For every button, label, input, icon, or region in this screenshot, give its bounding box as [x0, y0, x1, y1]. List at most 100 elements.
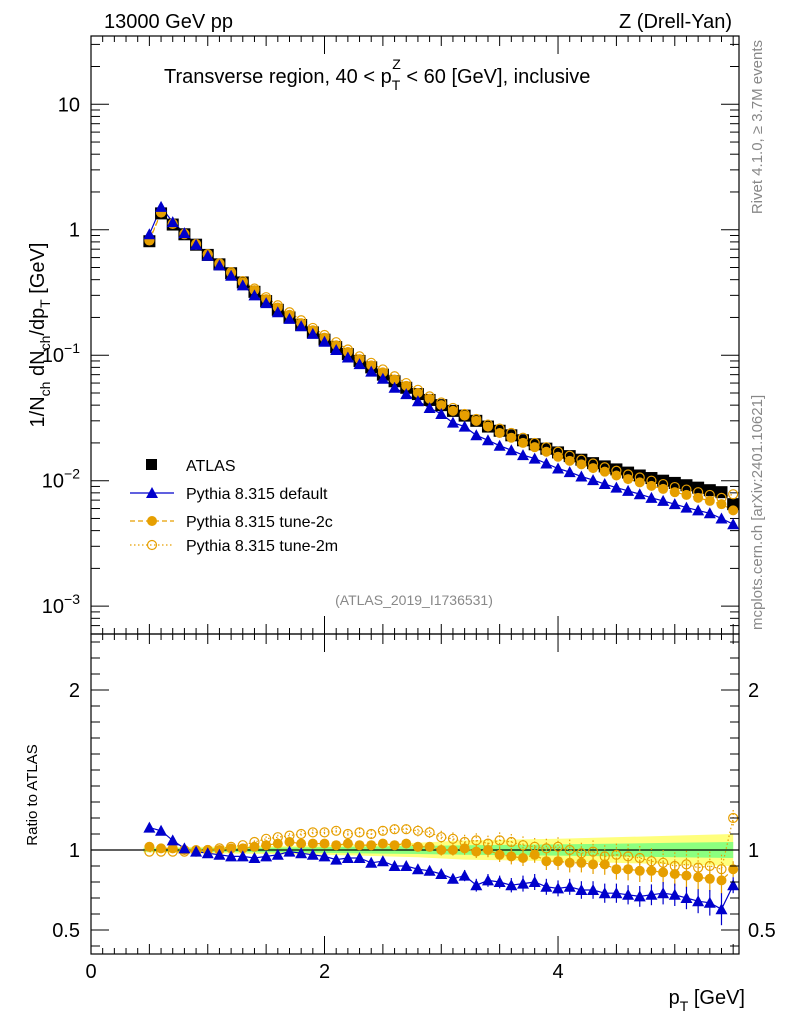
ratio-point-series-0	[540, 880, 553, 892]
ratio-point-series-2	[552, 841, 564, 852]
legend: ATLAS Pythia 8.315 default Pythia 8.315 …	[130, 458, 338, 555]
main-point-series-2	[541, 446, 552, 457]
ratio-point-series-1	[623, 864, 634, 875]
main-point-series-2	[518, 437, 528, 448]
main-point-series-1	[610, 481, 623, 493]
main-point-series-1	[505, 444, 518, 456]
legend-atlas-label: ATLAS	[186, 458, 236, 475]
plot-title: Transverse region, 40 < pTZ < 60 [GeV], …	[164, 56, 590, 93]
main-point-series-1	[657, 494, 670, 506]
main-point-series-1	[446, 416, 459, 428]
ratio-point-series-2	[296, 828, 307, 840]
ratio-point-series-1	[331, 840, 342, 851]
main-point-series-1	[458, 420, 471, 432]
main-point-series-1	[493, 439, 506, 451]
ratio-point-series-0	[178, 842, 191, 854]
ratio-point-series-1	[482, 845, 493, 855]
ratio-point-series-0	[622, 888, 635, 900]
ratio-point-series-1	[307, 838, 318, 849]
main-point-series-1	[680, 501, 693, 513]
ratio-point-series-1	[471, 846, 482, 857]
main-point-series-1	[330, 344, 343, 356]
main-point-series-2	[599, 466, 610, 477]
main-point-series-2	[646, 480, 657, 491]
collision-energy-label: 13000 GeV pp	[104, 11, 233, 33]
main-point-series-1	[353, 358, 366, 370]
ratio-point-series-0	[295, 847, 308, 859]
ratio-point-series-0	[458, 869, 471, 881]
main-point-series-1	[248, 289, 261, 301]
ratio-y-tick-label: 0.5	[52, 920, 80, 942]
main-point-series-1	[225, 269, 238, 281]
main-point-series-1	[645, 491, 658, 503]
ratio-point-series-1	[529, 849, 540, 860]
ratio-point-series-0	[341, 852, 354, 863]
main-point-series-1	[283, 312, 296, 324]
main-point-series-2	[412, 387, 423, 398]
main-y-tick-label: 10−2	[42, 466, 80, 493]
ratio-panel: 0.5 0.5 1 1 2 2 0 2 4 Ratio to ATLAS pT [GeV]	[24, 633, 776, 1014]
main-point-series-2	[553, 451, 564, 462]
ratio-point-series-0	[330, 853, 343, 865]
ratio-point-series-0	[517, 877, 529, 889]
ratio-data-layer	[143, 810, 740, 926]
main-point-series-2	[576, 459, 587, 470]
ratio-point-series-1	[658, 867, 669, 878]
ratio-point-series-0	[552, 882, 565, 894]
ratio-point-series-2	[366, 828, 377, 840]
ratio-y-tick-label-right: 0.5	[748, 920, 776, 942]
ratio-point-series-0	[283, 845, 296, 857]
ratio-point-series-1	[459, 843, 470, 854]
ratio-point-series-0	[225, 850, 238, 862]
ratio-point-series-1	[634, 865, 645, 876]
legend-tune2m-marker	[146, 539, 158, 551]
ratio-point-series-1	[646, 865, 657, 876]
main-point-series-2	[377, 367, 388, 378]
ratio-point-series-0	[587, 884, 600, 895]
ratio-point-series-1	[693, 872, 704, 883]
main-point-series-2	[436, 400, 447, 411]
ratio-point-series-2	[506, 836, 517, 848]
main-y-tick-label: 10	[58, 94, 80, 116]
ratio-series-line-2	[149, 817, 734, 870]
legend-tune2c-marker	[147, 516, 157, 526]
main-point-series-1	[271, 306, 284, 318]
ratio-point-series-1	[588, 859, 599, 870]
ratio-point-series-2	[331, 825, 342, 836]
ratio-point-series-1	[237, 843, 248, 854]
ratio-point-series-1	[342, 838, 353, 849]
main-point-series-1	[260, 297, 273, 309]
ratio-point-series-2	[401, 824, 412, 835]
legend-default-marker	[146, 487, 158, 498]
ratio-point-series-0	[213, 848, 226, 860]
ratio-point-series-1	[424, 841, 435, 852]
ratio-point-series-1	[611, 864, 622, 875]
ratio-point-series-2	[447, 833, 459, 844]
ratio-point-series-0	[645, 888, 658, 900]
ratio-point-series-0	[236, 850, 249, 862]
main-point-series-1	[155, 200, 168, 212]
mcplots-reference-label: mcplots.cern.ch [arXiv:2401.10621]	[749, 395, 766, 630]
ratio-point-series-0	[435, 868, 448, 879]
ratio-point-series-0	[692, 895, 705, 907]
ratio-point-series-1	[261, 840, 272, 851]
main-point-series-1	[178, 227, 191, 239]
ratio-point-series-2	[471, 835, 482, 846]
ratio-point-series-1	[389, 840, 400, 851]
main-point-series-2	[447, 405, 458, 416]
main-point-series-1	[376, 372, 389, 384]
ratio-point-series-0	[727, 879, 740, 891]
main-point-series-1	[295, 320, 308, 332]
main-y-axis-label: 1/Nch dNch/dpT [GeV]	[27, 243, 53, 428]
ratio-point-series-1	[366, 840, 377, 851]
analysis-id-label: (ATLAS_2019_I1736531)	[335, 592, 493, 608]
ratio-point-series-1	[494, 849, 505, 860]
ratio-point-series-0	[470, 879, 483, 891]
main-point-series-1	[411, 395, 424, 407]
main-point-series-1	[575, 470, 588, 482]
main-point-series-1	[668, 498, 681, 510]
main-point-series-1	[587, 474, 600, 486]
ratio-point-series-0	[481, 874, 494, 886]
ratio-y-tick-label-right: 1	[748, 840, 759, 862]
